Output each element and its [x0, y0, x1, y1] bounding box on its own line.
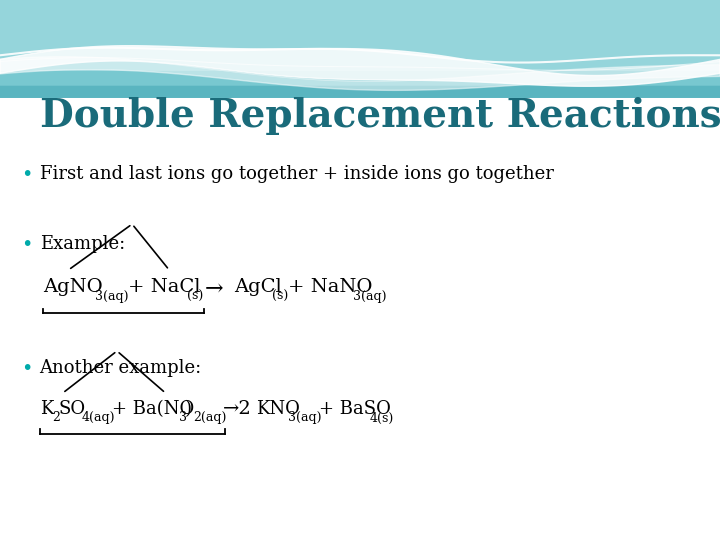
Text: + Ba(NO: + Ba(NO	[112, 400, 194, 417]
Text: (s): (s)	[272, 290, 289, 303]
Text: Example:: Example:	[40, 235, 125, 253]
Text: •: •	[22, 235, 33, 254]
Text: 4(aq): 4(aq)	[81, 411, 115, 424]
Text: + NaCl: + NaCl	[128, 278, 201, 296]
Text: •: •	[22, 359, 33, 378]
Text: •: •	[22, 165, 33, 184]
Text: 3(aq): 3(aq)	[353, 290, 387, 303]
Text: SO: SO	[58, 400, 86, 417]
Text: Double Replacement Reactions: Double Replacement Reactions	[40, 97, 720, 135]
Text: Another example:: Another example:	[40, 359, 202, 377]
Text: KNO: KNO	[256, 400, 300, 417]
Text: AgCl: AgCl	[234, 278, 282, 296]
Text: 4(s): 4(s)	[369, 411, 394, 424]
Text: 3: 3	[179, 411, 186, 424]
Text: →: →	[205, 278, 224, 300]
Text: 2(aq): 2(aq)	[194, 411, 227, 424]
Text: AgNO: AgNO	[43, 278, 103, 296]
Text: First and last ions go together + inside ions go together: First and last ions go together + inside…	[40, 165, 554, 183]
Text: 3(aq): 3(aq)	[95, 290, 129, 303]
Text: (s): (s)	[187, 290, 204, 303]
Text: + BaSO: + BaSO	[319, 400, 391, 417]
Text: 2: 2	[53, 411, 60, 424]
Text: →2: →2	[223, 400, 252, 417]
Text: K: K	[40, 400, 53, 417]
Text: 3(aq): 3(aq)	[288, 411, 322, 424]
Text: ): )	[185, 400, 192, 417]
Text: + NaNO: + NaNO	[288, 278, 372, 296]
